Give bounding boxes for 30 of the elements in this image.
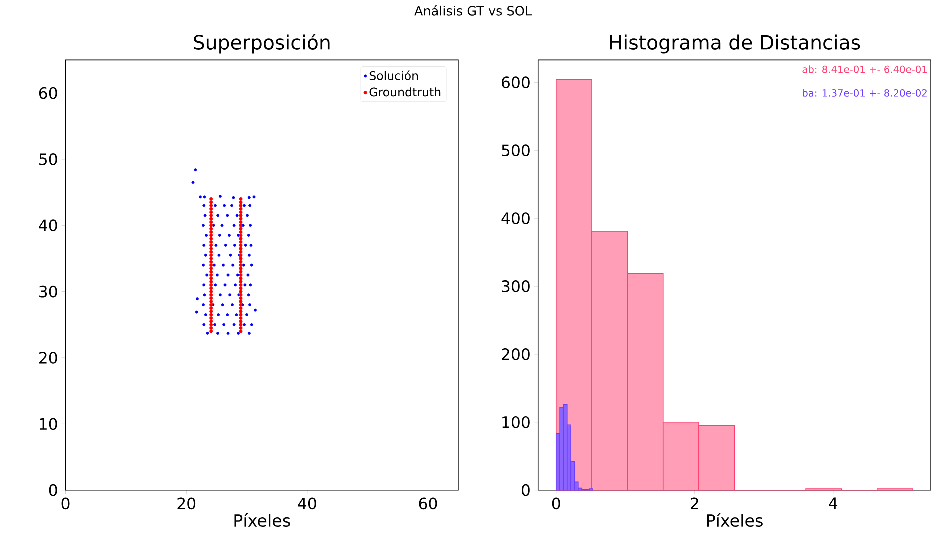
x-axis-title: Píxeles xyxy=(234,513,290,527)
y-tick-label: 600 xyxy=(502,76,530,88)
y-tick-label: 400 xyxy=(502,212,530,224)
legend-label: Groundtruth xyxy=(370,87,441,96)
y-tick-label: 20 xyxy=(40,352,58,364)
y-tick-label: 300 xyxy=(502,280,530,292)
y-tick-label: 60 xyxy=(39,87,58,99)
x-tick-label: 4 xyxy=(829,498,838,510)
x-tick-label: 20 xyxy=(178,498,196,510)
y-tick-label: 500 xyxy=(502,144,530,156)
x-tick-label: 0 xyxy=(552,498,560,510)
chart-title: Histograma de Distancias xyxy=(610,34,860,54)
y-tick-label: 10 xyxy=(40,418,58,430)
y-tick-label: 40 xyxy=(39,219,58,232)
y-tick-label: 30 xyxy=(40,286,58,298)
y-tick-label: 100 xyxy=(502,416,530,428)
annotation: ba: 1.37e-01 +- 8.20e-02 xyxy=(803,89,927,97)
chart-title: Superposición xyxy=(194,34,330,54)
x-tick-label: 2 xyxy=(691,498,698,510)
y-tick-label: 50 xyxy=(40,153,58,166)
x-axis-title: Píxeles xyxy=(707,513,763,527)
x-tick-label: 60 xyxy=(419,498,438,510)
text: Análisis GT vs SOL xyxy=(414,5,532,16)
x-tick-label: 0 xyxy=(62,498,70,510)
y-tick-label: 0 xyxy=(49,484,58,496)
y-tick-label: 200 xyxy=(502,348,530,360)
y-tick-label: 0 xyxy=(522,484,530,496)
legend-label: Solución xyxy=(370,70,418,80)
x-tick-label: 40 xyxy=(298,498,316,510)
annotation: ab: 8.41e-01 +- 6.40e-01 xyxy=(802,65,927,74)
